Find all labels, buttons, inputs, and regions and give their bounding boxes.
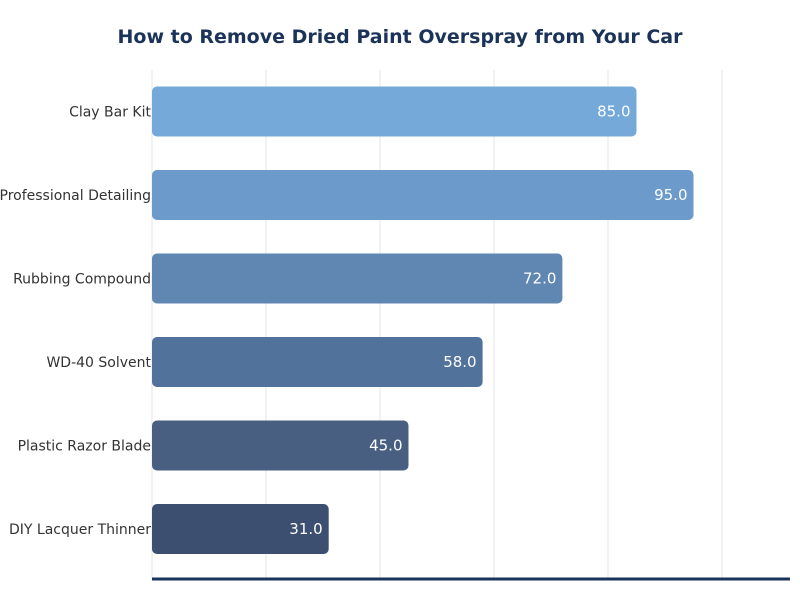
category-label: Plastic Razor Blade bbox=[18, 439, 151, 455]
value-label: 72.0 bbox=[523, 270, 556, 288]
value-label: 95.0 bbox=[654, 186, 687, 204]
bar bbox=[152, 504, 329, 554]
bar bbox=[152, 337, 483, 387]
category-label: WD-40 Solvent bbox=[46, 355, 151, 371]
bar bbox=[152, 253, 563, 304]
bar bbox=[152, 170, 694, 220]
grid-lines bbox=[151, 70, 723, 579]
category-label: Professional Detailing bbox=[0, 188, 151, 204]
category-label: DIY Lacquer Thinner bbox=[9, 522, 151, 538]
value-label: 85.0 bbox=[597, 103, 630, 121]
category-labels: Clay Bar Kit Professional Detailing Rubbin… bbox=[0, 105, 152, 539]
category-label: Clay Bar Kit bbox=[69, 105, 151, 121]
value-label: 31.0 bbox=[289, 520, 322, 538]
value-label: 58.0 bbox=[443, 353, 476, 371]
value-labels: 85.0 95.0 72.0 58.0 45.0 31.0 bbox=[289, 103, 687, 539]
bar bbox=[152, 86, 637, 137]
bars bbox=[152, 86, 694, 554]
category-label: Rubbing Compound bbox=[13, 272, 151, 288]
bar bbox=[152, 420, 409, 471]
value-label: 45.0 bbox=[369, 437, 402, 455]
chart-title: How to Remove Dried Paint Overspray from… bbox=[118, 26, 684, 48]
